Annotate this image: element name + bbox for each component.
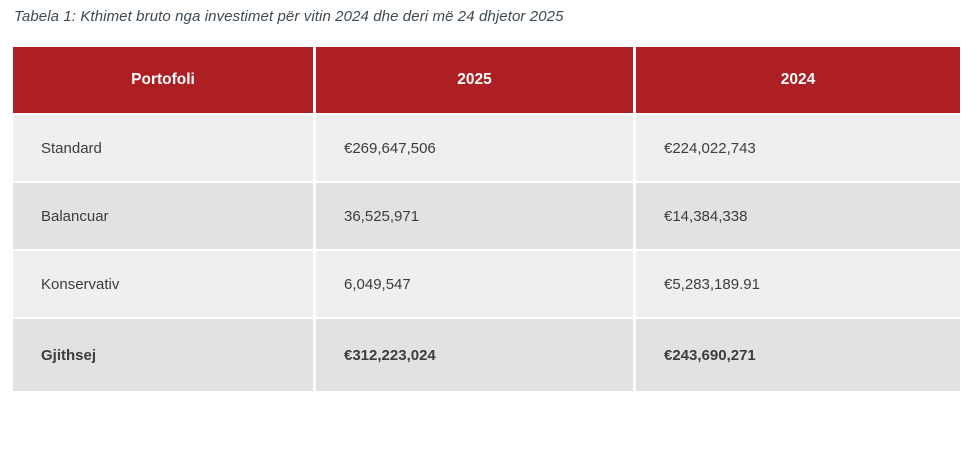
value-2025-cell: 36,525,971 bbox=[316, 183, 636, 251]
table-row-total: Gjithsej €312,223,024 €243,690,271 bbox=[13, 319, 960, 391]
value-2024-cell: €5,283,189.91 bbox=[636, 251, 960, 319]
header-row: Portofoli 2025 2024 bbox=[13, 47, 960, 115]
investments-table: Portofoli 2025 2024 Standard €269,647,50… bbox=[13, 47, 960, 391]
value-2025-cell: €269,647,506 bbox=[316, 115, 636, 183]
value-2024-cell: €14,384,338 bbox=[636, 183, 960, 251]
portfolio-name-cell: Konservativ bbox=[13, 251, 316, 319]
table-row-standard: Standard €269,647,506 €224,022,743 bbox=[13, 115, 960, 183]
value-2024-cell: €243,690,271 bbox=[636, 319, 960, 391]
table-row-konservativ: Konservativ 6,049,547 €5,283,189.91 bbox=[13, 251, 960, 319]
table-caption: Tabela 1: Kthimet bruto nga investimet p… bbox=[14, 8, 564, 25]
portfolio-name-cell: Standard bbox=[13, 115, 316, 183]
column-header-portofoli: Portofoli bbox=[13, 47, 316, 115]
column-header-2024: 2024 bbox=[636, 47, 960, 115]
value-2025-cell: 6,049,547 bbox=[316, 251, 636, 319]
column-header-2025: 2025 bbox=[316, 47, 636, 115]
portfolio-name-cell: Balancuar bbox=[13, 183, 316, 251]
portfolio-name-cell: Gjithsej bbox=[13, 319, 316, 391]
table-row-balancuar: Balancuar 36,525,971 €14,384,338 bbox=[13, 183, 960, 251]
value-2024-cell: €224,022,743 bbox=[636, 115, 960, 183]
value-2025-cell: €312,223,024 bbox=[316, 319, 636, 391]
